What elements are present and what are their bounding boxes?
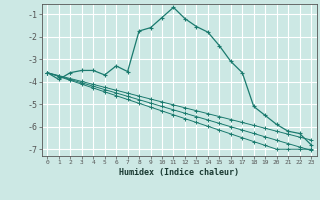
X-axis label: Humidex (Indice chaleur): Humidex (Indice chaleur) <box>119 168 239 177</box>
